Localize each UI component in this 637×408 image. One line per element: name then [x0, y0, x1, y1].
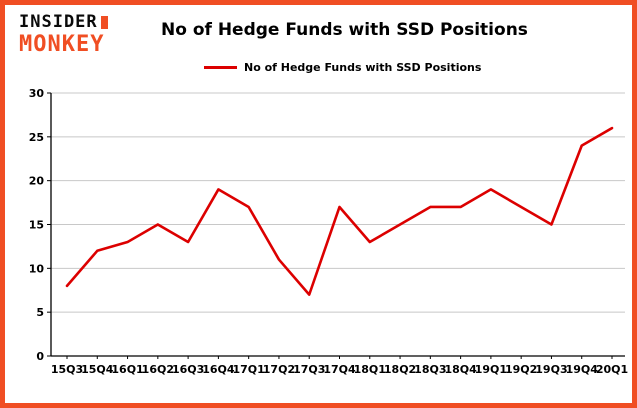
chart-title: No of Hedge Funds with SSD Positions [161, 20, 528, 40]
x-tick-label: 18Q2 [384, 363, 416, 376]
x-tick-label: 19Q2 [505, 363, 537, 376]
x-tick-label: 17Q1 [233, 363, 265, 376]
chart-legend: No of Hedge Funds with SSD Positions [204, 61, 481, 74]
x-tick-label: 17Q3 [293, 363, 325, 376]
x-tick-label: 18Q1 [354, 363, 386, 376]
x-tick-label: 16Q4 [202, 363, 235, 376]
y-tick-label: 30 [29, 87, 45, 100]
legend-label: No of Hedge Funds with SSD Positions [244, 61, 481, 74]
line-chart-svg: 0 5 10 15 20 25 30 15Q315Q416Q116Q216Q316Q417Q1… [13, 83, 634, 401]
x-tick-label: 18Q4 [444, 363, 477, 376]
x-tick-label: 16Q2 [142, 363, 174, 376]
logo-insider-row: INSIDER [19, 14, 108, 31]
x-tick-label: 16Q1 [111, 363, 143, 376]
y-tick-label: 5 [36, 306, 44, 319]
x-tick-label: 15Q3 [51, 363, 83, 376]
logo-cursor-block [101, 16, 108, 29]
insider-monkey-logo: INSIDER MONKEY [19, 14, 108, 56]
y-tick-label: 20 [29, 175, 45, 188]
y-tick-label: 25 [29, 131, 44, 144]
x-tick-label: 16Q3 [172, 363, 204, 376]
chart-card: INSIDER MONKEY No of Hedge Funds with SS… [0, 0, 637, 408]
legend-line-swatch [204, 66, 237, 69]
y-tick-label: 15 [29, 219, 44, 232]
y-tick-label: 0 [36, 350, 44, 363]
x-tick-label: 15Q4 [81, 363, 114, 376]
x-tick-label: 17Q2 [263, 363, 295, 376]
x-tick-label: 17Q4 [323, 363, 356, 376]
x-tick-label: 19Q4 [566, 363, 599, 376]
logo-insider-label: INSIDER [19, 14, 98, 31]
x-tick-label: 18Q3 [414, 363, 446, 376]
logo-monkey-label: MONKEY [19, 34, 108, 56]
x-tick-label: 20Q1 [596, 363, 628, 376]
data-line [67, 128, 612, 295]
x-tick-label: 19Q3 [535, 363, 567, 376]
line-chart-area: 0 5 10 15 20 25 30 15Q315Q416Q116Q216Q316Q417Q1… [13, 83, 634, 405]
y-tick-label: 10 [29, 262, 45, 275]
x-tick-label: 19Q1 [475, 363, 507, 376]
